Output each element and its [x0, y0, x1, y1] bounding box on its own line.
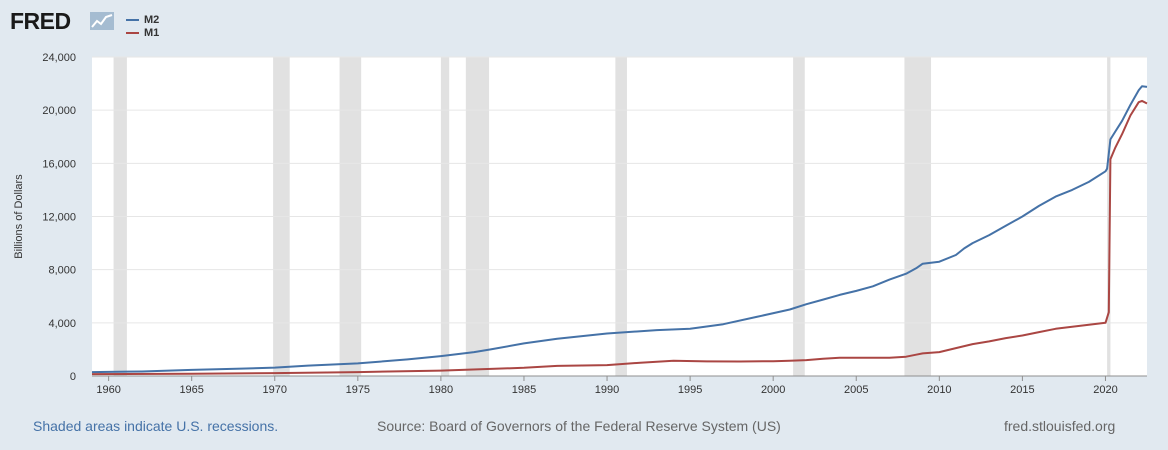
source-text: Source: Board of Governors of the Federa…	[377, 418, 781, 434]
y-tick-label: 0	[70, 371, 76, 383]
fred-logo[interactable]: FRED	[10, 6, 120, 36]
y-axis-label: Billions of Dollars	[13, 174, 25, 259]
x-tick-label: 1985	[512, 384, 536, 396]
x-tick-label: 1975	[346, 384, 370, 396]
site-url[interactable]: fred.stlouisfed.org	[1004, 418, 1116, 434]
fred-trend-icon	[90, 12, 114, 30]
series-line-m1[interactable]	[91, 99, 1148, 376]
legend-swatch-m2	[126, 18, 139, 21]
x-tick-label: 1970	[263, 384, 287, 396]
legend-label-m2: M2	[144, 13, 160, 26]
x-tick-label: 1960	[96, 384, 120, 396]
y-tick-label: 24,000	[42, 52, 76, 64]
legend-swatch-m1	[126, 31, 139, 34]
x-tick-label: 2005	[844, 384, 868, 396]
y-tick-label: 4,000	[48, 318, 76, 330]
legend-label-m1: M1	[144, 26, 160, 39]
y-tick-label: 20,000	[42, 105, 76, 117]
x-tick-label: 2000	[761, 384, 785, 396]
x-tick-label: 2015	[1010, 384, 1034, 396]
x-tick-label: 1995	[678, 384, 702, 396]
series-lines	[91, 85, 1148, 376]
x-tick-label: 1980	[429, 384, 453, 396]
x-tick-label: 2020	[1093, 384, 1117, 396]
series-line-m2[interactable]	[91, 85, 1148, 374]
chart-legend: M2 M1	[126, 13, 159, 39]
legend-item-m2[interactable]: M2	[126, 13, 159, 26]
x-tick-label: 1990	[595, 384, 619, 396]
legend-item-m1[interactable]: M1	[126, 26, 159, 39]
y-tick-label: 16,000	[42, 158, 76, 170]
gridlines	[92, 56, 1147, 324]
axes: 0 4,000 8,000 12,000 16,000 20,000 24,000 1960 1…	[42, 52, 1147, 396]
fred-logo-text: FRED	[10, 8, 71, 34]
x-tick-label: 2010	[927, 384, 951, 396]
recession-note: Shaded areas indicate U.S. recessions.	[33, 418, 279, 434]
y-tick-label: 12,000	[42, 212, 76, 224]
line-chart: 0 4,000 8,000 12,000 16,000 20,000 24,000 1960 1…	[13, 52, 1148, 396]
y-tick-label: 8,000	[48, 265, 76, 277]
x-tick-label: 1965	[179, 384, 203, 396]
